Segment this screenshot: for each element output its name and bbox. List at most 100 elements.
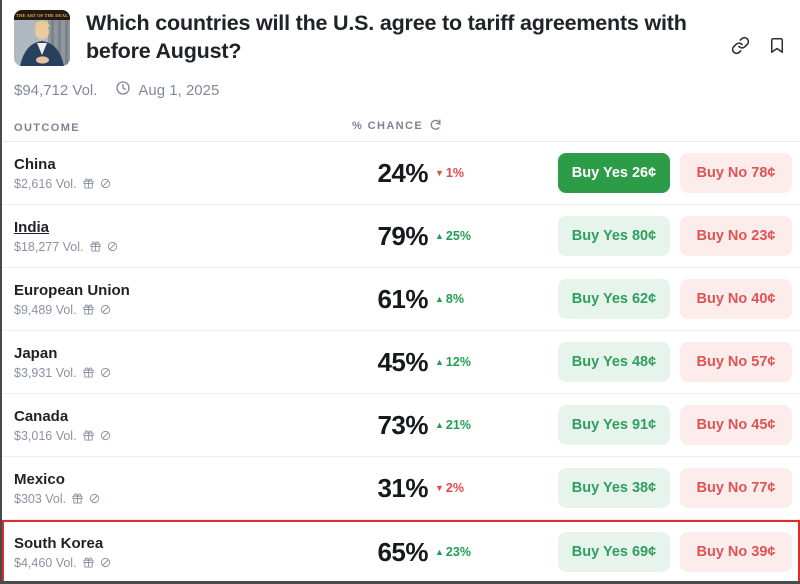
- outcome-cell: Japan $3,931 Vol.: [14, 345, 328, 380]
- change-arrow-icon: ▲: [435, 419, 444, 430]
- cycle-icon[interactable]: [89, 493, 100, 504]
- chance-value: 24%: [377, 157, 428, 188]
- outcome-volume: $18,277 Vol.: [14, 239, 84, 254]
- buy-yes-button[interactable]: Buy Yes 26¢: [558, 153, 670, 193]
- buy-yes-button[interactable]: Buy Yes 62¢: [558, 279, 670, 319]
- change-arrow-icon: ▼: [435, 167, 444, 178]
- refresh-icon[interactable]: [429, 118, 442, 134]
- change-arrow-icon: ▲: [435, 356, 444, 367]
- market-row[interactable]: European Union $9,489 Vol.: [2, 268, 800, 331]
- end-date: Aug 1, 2025: [138, 81, 220, 99]
- link-icon[interactable]: [731, 36, 750, 55]
- volume-total: $94,712 Vol.: [14, 81, 98, 99]
- outcome-name[interactable]: Canada: [14, 407, 69, 425]
- buy-no-button[interactable]: Buy No 77¢: [680, 468, 792, 508]
- change-indicator: ▼ 2%: [435, 481, 464, 495]
- change-value: 12%: [445, 355, 471, 369]
- market-row[interactable]: India $18,277 Vol.: [2, 205, 800, 268]
- buy-no-button[interactable]: Buy No 23¢: [680, 216, 792, 256]
- bookmark-icon[interactable]: [768, 36, 786, 55]
- market-meta: $94,712 Vol. Aug 1, 2025: [2, 66, 800, 100]
- chance-cell: 31% ▼ 2%: [328, 473, 498, 504]
- cycle-icon[interactable]: [100, 557, 111, 568]
- gift-icon[interactable]: [83, 557, 94, 568]
- trade-buttons: Buy Yes 48¢ Buy No 57¢: [558, 342, 792, 382]
- cycle-icon[interactable]: [100, 430, 111, 441]
- market-header: THE ART OF THE DEAL Which countries will…: [2, 0, 800, 66]
- change-value: 21%: [445, 418, 471, 432]
- outcome-volume: $303 Vol.: [14, 491, 67, 506]
- market-avatar: THE ART OF THE DEAL: [14, 10, 70, 66]
- buy-yes-button[interactable]: Buy Yes 38¢: [558, 468, 670, 508]
- outcome-name[interactable]: Japan: [14, 344, 58, 362]
- change-indicator: ▼ 1%: [435, 166, 464, 180]
- market-row[interactable]: Mexico $303 Vol.: [2, 457, 800, 520]
- outcome-name[interactable]: India: [14, 218, 50, 236]
- table-header: OUTCOME % CHANCE: [2, 100, 800, 142]
- change-arrow-icon: ▲: [435, 293, 444, 304]
- chance-value: 31%: [377, 472, 428, 503]
- buy-no-button[interactable]: Buy No 78¢: [680, 153, 792, 193]
- market-row[interactable]: Canada $3,016 Vol.: [2, 394, 800, 457]
- outcome-column-header: OUTCOME: [14, 122, 81, 134]
- change-indicator: ▲ 23%: [435, 545, 471, 559]
- outcome-cell: Mexico $303 Vol.: [14, 471, 328, 506]
- gift-icon[interactable]: [89, 241, 101, 252]
- chance-value: 61%: [377, 283, 428, 314]
- buy-yes-button[interactable]: Buy Yes 69¢: [558, 532, 670, 572]
- market-row[interactable]: Japan $3,931 Vol.: [2, 331, 800, 394]
- chance-cell: 45% ▲ 12%: [328, 347, 498, 378]
- trade-buttons: Buy Yes 69¢ Buy No 39¢: [558, 532, 792, 572]
- clock-icon: [115, 80, 131, 100]
- buy-yes-button[interactable]: Buy Yes 48¢: [558, 342, 670, 382]
- change-indicator: ▲ 21%: [435, 418, 471, 432]
- cycle-icon[interactable]: [100, 367, 111, 378]
- page-title: Which countries will the U.S. agree to t…: [86, 11, 687, 63]
- gift-icon[interactable]: [83, 430, 94, 441]
- gift-icon[interactable]: [72, 493, 83, 504]
- gift-icon[interactable]: [83, 304, 94, 315]
- change-arrow-icon: ▲: [435, 230, 444, 241]
- change-arrow-icon: ▼: [435, 482, 444, 493]
- change-value: 1%: [445, 166, 464, 180]
- outcome-volume: $2,616 Vol.: [14, 176, 77, 191]
- buy-yes-button[interactable]: Buy Yes 80¢: [558, 216, 670, 256]
- outcome-name[interactable]: South Korea: [14, 534, 104, 552]
- outcome-subline: $303 Vol.: [14, 492, 328, 506]
- cycle-icon[interactable]: [100, 178, 111, 189]
- trade-buttons: Buy Yes 26¢ Buy No 78¢: [558, 153, 792, 193]
- outcome-cell: Canada $3,016 Vol.: [14, 408, 328, 443]
- chance-value: 65%: [377, 536, 428, 567]
- change-indicator: ▲ 25%: [435, 229, 471, 243]
- chance-value: 73%: [377, 409, 428, 440]
- chance-header-label: % CHANCE: [352, 120, 424, 132]
- outcome-name[interactable]: China: [14, 155, 56, 173]
- outcome-name[interactable]: European Union: [14, 281, 130, 299]
- chance-value: 79%: [377, 220, 428, 251]
- chance-cell: 61% ▲ 8%: [328, 284, 498, 315]
- buy-no-button[interactable]: Buy No 57¢: [680, 342, 792, 382]
- change-arrow-icon: ▲: [435, 546, 444, 557]
- outcome-volume: $9,489 Vol.: [14, 302, 77, 317]
- chance-cell: 65% ▲ 23%: [328, 537, 498, 568]
- market-row[interactable]: China $2,616 Vol.: [2, 142, 800, 205]
- buy-yes-button[interactable]: Buy Yes 91¢: [558, 405, 670, 445]
- outcome-name[interactable]: Mexico: [14, 470, 65, 488]
- gift-icon[interactable]: [83, 178, 94, 189]
- chance-value: 45%: [377, 346, 428, 377]
- buy-no-button[interactable]: Buy No 39¢: [680, 532, 792, 572]
- outcome-subline: $18,277 Vol.: [14, 240, 328, 254]
- outcome-cell: China $2,616 Vol.: [14, 156, 328, 191]
- buy-no-button[interactable]: Buy No 40¢: [680, 279, 792, 319]
- cycle-icon[interactable]: [107, 241, 118, 252]
- outcome-cell: South Korea $4,460 Vol.: [14, 535, 328, 570]
- chance-cell: 73% ▲ 21%: [328, 410, 498, 441]
- trade-buttons: Buy Yes 62¢ Buy No 40¢: [558, 279, 792, 319]
- cycle-icon[interactable]: [100, 304, 111, 315]
- header-actions: [731, 36, 786, 55]
- gift-icon[interactable]: [83, 367, 94, 378]
- market-row[interactable]: South Korea $4,460 Vol.: [2, 520, 800, 581]
- buy-no-button[interactable]: Buy No 45¢: [680, 405, 792, 445]
- change-indicator: ▲ 8%: [435, 292, 464, 306]
- chance-column-header: % CHANCE: [328, 118, 498, 134]
